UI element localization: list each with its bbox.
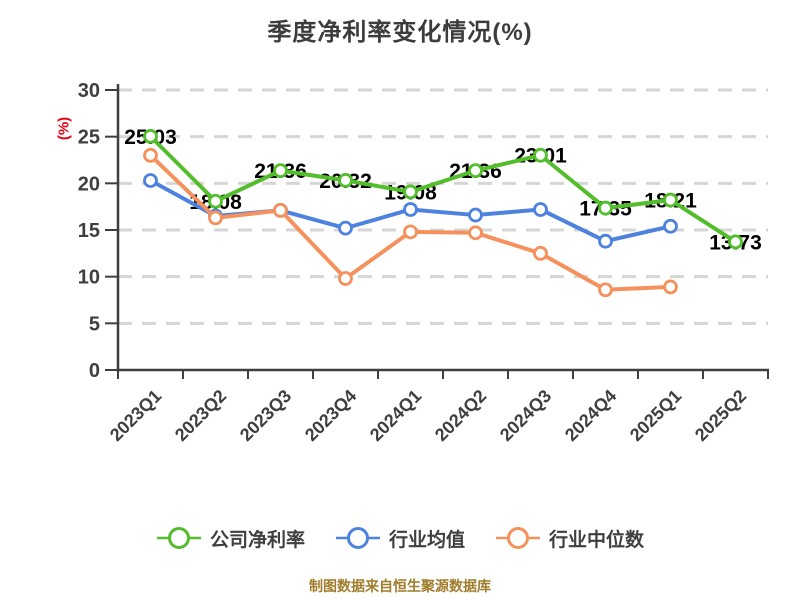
legend-marker-icon [156, 527, 201, 549]
x-tick-label: 2023Q3 [236, 386, 295, 445]
legend-item-company-net-margin[interactable]: 公司净利率 [156, 525, 305, 552]
y-tick-label: 5 [89, 313, 100, 335]
data-point-marker [403, 184, 418, 200]
series-2 [143, 147, 678, 298]
data-point-marker [143, 147, 158, 163]
data-point-marker [273, 202, 288, 218]
data-point-marker [468, 163, 483, 179]
data-point-marker [468, 225, 483, 241]
y-axis: 0 5 10 15 20 25 30 [78, 80, 117, 382]
data-point-marker [143, 173, 158, 188]
y-tick-label: 25 [78, 127, 100, 149]
y-tick-label: 20 [78, 173, 100, 195]
data-point-marker [338, 271, 353, 286]
series-0 [143, 128, 743, 250]
y-tick-label: 30 [78, 80, 100, 102]
data-labels: 25.0318.0821.3620.3219.0821.3623.0117.35… [124, 126, 762, 254]
data-point-marker [338, 220, 353, 236]
x-tick-label: 2024Q1 [366, 386, 425, 445]
data-point-marker [533, 202, 548, 217]
data-point-marker [728, 234, 743, 250]
data-point-marker [598, 200, 613, 216]
data-point-marker [533, 245, 548, 261]
y-tick-label: 15 [78, 220, 100, 242]
data-point-marker [273, 163, 288, 179]
data-point-marker [403, 202, 418, 217]
data-point-marker [468, 207, 483, 223]
y-tick-label: 10 [78, 267, 100, 289]
y-tick-label: 0 [89, 360, 100, 382]
data-point-marker [533, 147, 548, 163]
legend-item-industry-median[interactable]: 行业中位数 [495, 525, 644, 552]
data-source-note: 制图数据来自恒生聚源数据库 [309, 578, 491, 594]
data-point-marker [403, 224, 418, 240]
data-point-marker [598, 233, 613, 249]
x-tick-label: 2025Q2 [691, 386, 750, 445]
data-point-marker [208, 210, 223, 226]
x-tick-label: 2023Q4 [301, 386, 360, 445]
legend-marker-icon [496, 527, 540, 549]
x-tick-label: 2024Q3 [496, 386, 555, 445]
legend-label: 行业中位数 [549, 529, 645, 551]
chart-title: 季度净利率变化情况(%) [267, 19, 533, 46]
data-point-marker [338, 172, 353, 188]
x-axis-labels: 2023Q1 2023Q2 2023Q3 2023Q4 2024Q1 2024Q2 2024… [106, 386, 750, 445]
data-point-marker [663, 279, 678, 295]
x-tick-label: 2024Q2 [431, 386, 490, 445]
legend-label: 公司净利率 [209, 529, 305, 551]
data-point-marker [663, 218, 678, 234]
data-point-marker [598, 282, 613, 298]
x-tick-label: 2023Q1 [106, 386, 165, 445]
x-tick-label: 2024Q4 [561, 386, 620, 445]
axes [116, 84, 769, 379]
legend-marker-icon [335, 527, 380, 549]
data-point-marker [208, 193, 223, 209]
chart-legend: 公司净利率 行业均值 行业中位数 [0, 518, 800, 558]
data-point-marker [663, 192, 678, 208]
legend-item-industry-mean[interactable]: 行业均值 [335, 525, 465, 552]
x-tick-label: 2023Q2 [171, 386, 230, 445]
data-point-marker [143, 128, 158, 144]
legend-label: 行业均值 [388, 529, 465, 551]
x-tick-label: 2025Q1 [626, 386, 685, 445]
